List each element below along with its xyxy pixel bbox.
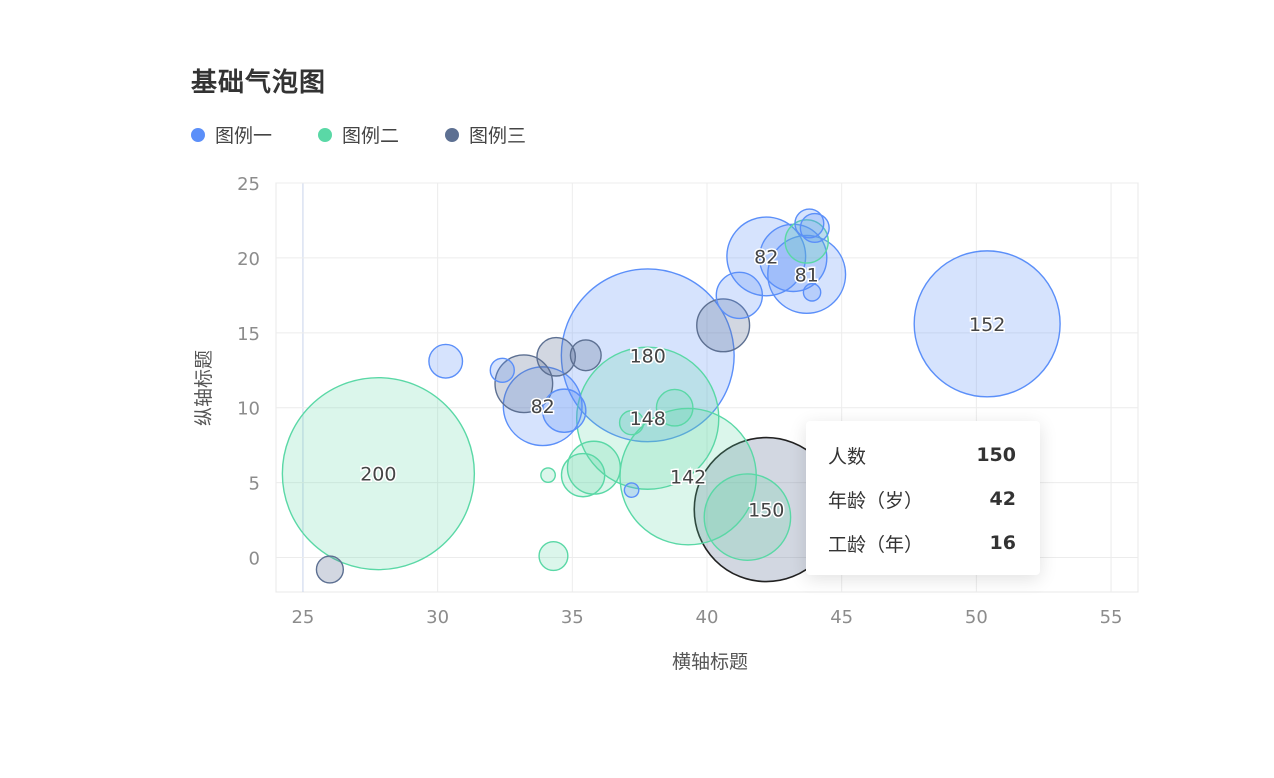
tooltip-row-age: 年龄（岁） 42 xyxy=(828,477,1016,521)
bubble-value-label: 142 xyxy=(670,467,706,489)
bubble-2[interactable] xyxy=(655,388,694,427)
bubble-3[interactable] xyxy=(494,354,554,414)
chart-title: 基础气泡图 xyxy=(191,68,327,98)
legend-label-2: 图例二 xyxy=(342,125,400,147)
tooltip-label: 人数 xyxy=(828,445,867,468)
bubble-value-label: 82 xyxy=(754,246,778,268)
legend-item-2[interactable]: 图例二 xyxy=(318,121,399,148)
bubble-value-label: 148 xyxy=(630,408,666,430)
bubble-value-label: 200 xyxy=(360,464,396,486)
axis-ticks: 25 30 35 40 45 50 55 0 5 10 15 20 25 xyxy=(237,174,1122,628)
legend: 图例一 图例二 图例三 xyxy=(191,121,572,148)
bubble-2[interactable] xyxy=(281,376,476,571)
bubble-2[interactable] xyxy=(618,410,645,436)
bubbles-layer xyxy=(281,208,1061,584)
bubble-value-label: 180 xyxy=(630,345,666,367)
bubble-3[interactable] xyxy=(696,298,751,353)
bubble-1[interactable] xyxy=(623,482,640,499)
y-axis-title: 纵轴标题 xyxy=(193,350,215,426)
y-tick-label: 25 xyxy=(237,174,260,195)
bubble-2[interactable] xyxy=(703,473,792,561)
x-tick-label: 55 xyxy=(1100,607,1123,628)
tooltip-row-tenure: 工龄（年） 16 xyxy=(828,521,1016,565)
legend-marker-1 xyxy=(191,127,205,142)
bubble-value-label: 152 xyxy=(969,314,1005,336)
bubble-value-label: 150 xyxy=(748,500,784,522)
x-tick-label: 35 xyxy=(561,607,584,628)
x-tick-label: 40 xyxy=(696,607,719,628)
bubble-2[interactable] xyxy=(538,540,569,572)
tooltip-label: 工龄（年） xyxy=(828,533,924,556)
tooltip-label: 年龄（岁） xyxy=(828,489,924,512)
data-labels-layer: 200 180 152 150 148 142 82 82 81 xyxy=(359,245,1007,523)
bubble-3[interactable] xyxy=(315,555,345,584)
bubble-1[interactable] xyxy=(802,283,822,302)
legend-label-3: 图例三 xyxy=(469,125,527,147)
bubble-1[interactable] xyxy=(715,271,764,320)
y-tick-label: 10 xyxy=(237,399,260,420)
bubble-1[interactable] xyxy=(794,208,825,239)
x-tick-label: 50 xyxy=(965,607,988,628)
bubble-2[interactable] xyxy=(560,452,606,498)
x-axis-title: 横轴标题 xyxy=(672,651,748,673)
bubble-1[interactable] xyxy=(541,388,587,434)
y-tick-label: 15 xyxy=(237,324,260,345)
y-tick-label: 5 xyxy=(249,474,260,495)
bubble-2[interactable] xyxy=(540,467,556,484)
bubble-2[interactable] xyxy=(784,219,829,264)
bubble-1[interactable] xyxy=(428,343,464,379)
bubble-3[interactable] xyxy=(569,339,602,372)
tooltip-value: 16 xyxy=(989,532,1016,554)
legend-marker-3 xyxy=(445,127,460,142)
legend-item-1[interactable]: 图例一 xyxy=(191,121,272,148)
legend-marker-2 xyxy=(318,127,333,142)
y-tick-label: 20 xyxy=(237,249,260,270)
bubble-2[interactable] xyxy=(575,346,720,490)
bubble-value-label: 81 xyxy=(795,264,819,286)
bubble-1[interactable] xyxy=(799,212,830,244)
legend-item-3[interactable]: 图例三 xyxy=(445,121,526,148)
y-tick-label: 0 xyxy=(249,549,260,570)
tooltip-value: 150 xyxy=(976,444,1016,466)
bubble-2[interactable] xyxy=(619,407,758,546)
x-tick-label: 25 xyxy=(291,607,314,628)
x-tick-label: 30 xyxy=(426,607,449,628)
bubble-3[interactable] xyxy=(536,336,577,377)
legend-label-1: 图例一 xyxy=(215,125,273,147)
bubble-1[interactable] xyxy=(489,357,515,383)
bubble-value-label: 82 xyxy=(531,396,555,418)
tooltip-row-count: 人数 150 xyxy=(828,433,1016,477)
bubble-1[interactable] xyxy=(913,250,1061,398)
x-tick-label: 45 xyxy=(830,607,853,628)
tooltip-value: 42 xyxy=(989,488,1016,510)
tooltip: 人数 150 年龄（岁） 42 工龄（年） 16 xyxy=(806,421,1040,575)
